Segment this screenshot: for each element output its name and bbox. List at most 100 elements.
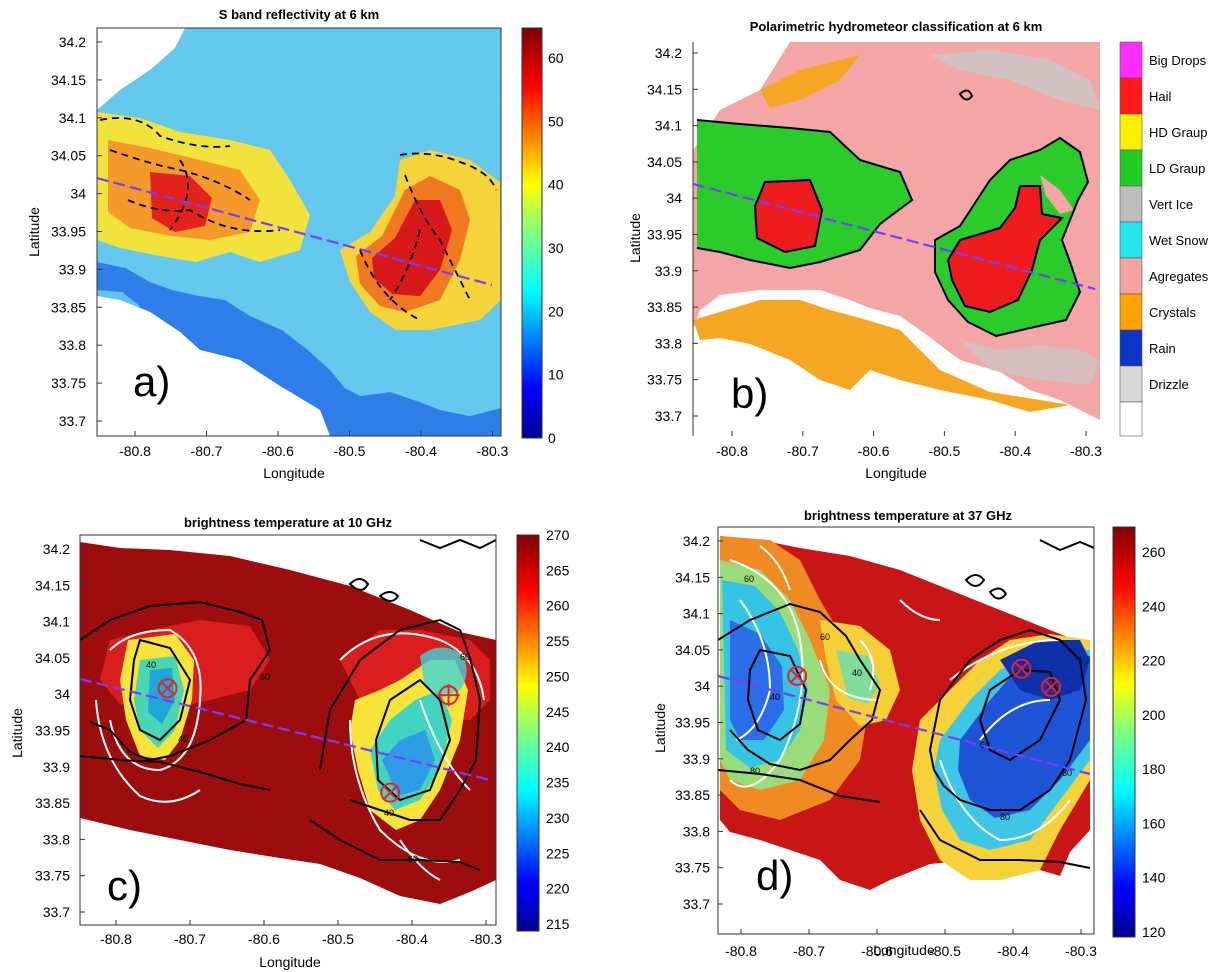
panel-b-title: Polarimetric hydrometeor classification … [750, 19, 1043, 34]
colorbar-tick-label: 240 [546, 739, 570, 755]
legend-label: Crystals [1149, 305, 1196, 320]
colorbar-tick-label: 260 [546, 598, 570, 614]
panel-a-heatmap [97, 28, 501, 436]
panel-c-contour-label-3: 60 [260, 672, 270, 682]
x-tick-label: -80.6 [858, 443, 890, 459]
legend-label: HD Graup [1149, 125, 1208, 140]
panel-c-label: c) [107, 862, 142, 909]
panel-b-class-legend: Big Drops Hail HD Graup LD Graup Vert Ice Wet… [1119, 41, 1209, 437]
y-tick-label: 34.1 [655, 118, 682, 134]
x-tick-label: -80.4 [997, 943, 1029, 959]
panel-a-colorbar [521, 27, 543, 439]
panel-c-title: brightness temperature at 10 GHz [184, 515, 393, 530]
y-tick-label: 33.75 [675, 860, 710, 876]
y-tick-label: 34.2 [43, 541, 70, 557]
y-tick-label: 33.9 [43, 759, 70, 775]
panel-b: Polarimetric hydrometeor classification … [627, 19, 1209, 481]
colorbar-tick-label: 230 [546, 810, 570, 826]
colorbar-tick-label: 250 [546, 668, 570, 684]
y-tick-label: 34.15 [675, 569, 710, 585]
x-tick-label: -80.8 [725, 943, 757, 959]
colorbar-tick-label: 140 [1142, 870, 1166, 886]
panel-d-axes-frame [717, 526, 1095, 935]
panel-d-contour-label-8: 60 [980, 740, 990, 750]
panel-c-colorbar [516, 534, 540, 932]
panel-d-cross-section-line [718, 674, 1091, 776]
y-tick-label: 33.75 [35, 868, 70, 884]
x-tick-label: -80.7 [191, 443, 223, 459]
panel-a-colorbar-tick-labels: 60 50 40 30 20 10 0 [548, 50, 564, 446]
panel-b-x-tick-labels: -80.8 -80.7 -80.6 -80.5 -80.4 -80.3 [716, 431, 1102, 459]
legend-swatch [1119, 77, 1143, 115]
panel-a-x-tick-labels: -80.8 -80.7 -80.6 -80.5 -80.4 -80.3 [119, 431, 509, 459]
legend-label: LD Graup [1149, 161, 1205, 176]
y-tick-label: 34.1 [59, 110, 86, 126]
panel-a-cross-section-line [97, 176, 493, 287]
legend-swatch [1119, 293, 1143, 331]
legend-swatch [1119, 41, 1143, 79]
y-tick-label: 34.05 [51, 148, 86, 164]
colorbar-tick-label: 30 [548, 240, 564, 256]
colorbar-tick-label: 180 [1142, 761, 1166, 777]
y-tick-label: 34.2 [59, 34, 86, 50]
y-tick-label: 33.9 [59, 261, 86, 277]
y-tick-label: 34.15 [51, 72, 86, 88]
panel-d-y-axis-label: Latitude [652, 703, 668, 753]
x-tick-label: -80.3 [1065, 943, 1097, 959]
y-tick-label: 33.85 [675, 787, 710, 803]
colorbar-tick-label: 20 [548, 303, 564, 319]
panel-b-y-axis-label: Latitude [627, 213, 643, 263]
target-marker [380, 782, 401, 803]
y-tick-label: 33.95 [647, 227, 682, 243]
colorbar-tick-label: 220 [1142, 653, 1166, 669]
x-tick-label: -80.8 [119, 443, 151, 459]
panel-c-cross-section-line [80, 677, 491, 782]
target-marker [1011, 658, 1032, 679]
x-tick-label: -80.4 [999, 443, 1031, 459]
legend-label: Rain [1149, 341, 1176, 356]
legend-label: Hail [1149, 89, 1172, 104]
y-tick-label: 33.85 [51, 299, 86, 315]
y-tick-label: 34.2 [683, 533, 710, 549]
y-tick-label: 34 [70, 186, 86, 202]
panel-c-x-tick-labels: -80.8 -80.7 -80.6 -80.5 -80.4 -80.3 [100, 920, 502, 947]
x-tick-label: -80.3 [477, 443, 509, 459]
y-tick-label: 34.05 [675, 642, 710, 658]
x-tick-label: -80.6 [262, 443, 294, 459]
panel-d-x-axis-label: Longitude [873, 942, 935, 958]
y-tick-label: 34.15 [647, 81, 682, 97]
y-tick-label: 34.2 [655, 45, 682, 61]
panel-a-x-axis-label: Longitude [263, 465, 325, 481]
panel-d-contour-label-5: 60 [820, 632, 830, 642]
panel-c: brightness temperature at 10 GHz 40 40 6… [9, 515, 570, 970]
x-tick-label: -80.6 [861, 943, 893, 959]
x-tick-label: -80.7 [174, 931, 206, 947]
panel-a-y-tick-labels: 34.2 34.15 34.1 34.05 34 33.95 33.9 33.85 33.8 33… [51, 34, 102, 429]
panel-c-y-tick-labels: 34.2 34.15 34.1 34.05 34 33.95 33.9 33.85 33.8 33… [35, 541, 85, 920]
panel-d-title: brightness temperature at 37 GHz [804, 508, 1013, 523]
colorbar-tick-label: 220 [546, 881, 570, 897]
panel-a-label: a) [133, 358, 170, 405]
y-tick-label: 33.8 [59, 337, 86, 353]
y-tick-label: 33.85 [647, 299, 682, 315]
panel-b-label: b) [731, 370, 768, 417]
legend-swatch [1119, 365, 1143, 403]
legend-swatch [1119, 329, 1143, 367]
panel-d-colorbar [1112, 526, 1136, 938]
y-tick-label: 34 [666, 190, 682, 206]
x-tick-label: -80.3 [1070, 443, 1102, 459]
x-tick-label: -80.8 [716, 443, 748, 459]
x-tick-label: -80.7 [787, 443, 819, 459]
panel-d-contour-label-4: 80 [750, 766, 760, 776]
panel-c-contour-label-4: 60 [460, 652, 470, 662]
panel-d-contour-label-6: 80 [1062, 768, 1072, 778]
y-tick-label: 33.7 [59, 413, 86, 429]
x-tick-label: -80.4 [405, 443, 437, 459]
x-tick-label: -80.5 [928, 443, 960, 459]
y-tick-label: 33.8 [43, 831, 70, 847]
y-tick-label: 33.9 [655, 263, 682, 279]
x-tick-label: -80.7 [793, 943, 825, 959]
colorbar-tick-label: 270 [546, 527, 570, 543]
colorbar-tick-label: 235 [546, 775, 570, 791]
